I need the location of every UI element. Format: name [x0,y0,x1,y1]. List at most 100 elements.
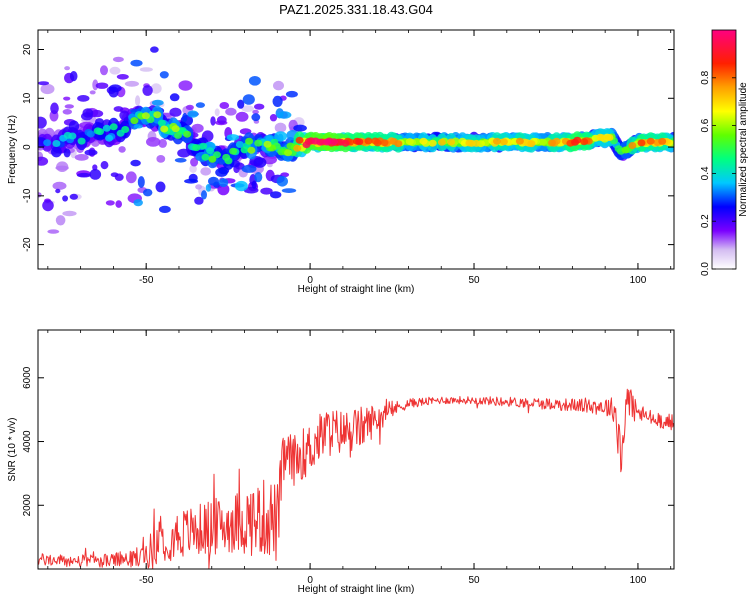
spectrogram-cell [100,161,109,170]
colorbar-tick-label: 0.6 [700,118,711,132]
spectrogram-cell [276,176,288,187]
colorbar-tick-label: 0.0 [700,262,711,276]
spectrogram-cell [95,82,109,89]
snr-x-axis-title: Height of straight line (km) [298,584,415,595]
colorbar-tick-label: 0.8 [700,70,711,84]
spectrogram-y-axis-title: Frequency (Hz) [7,115,18,184]
spectrogram-cell [272,95,283,107]
spectrogram-cell [185,104,194,111]
spectrogram-cell [113,106,124,112]
spectrogram-cell [201,153,210,161]
spectrogram-x-tick-label: 50 [468,275,480,286]
spectrogram-cell [235,111,249,122]
spectrogram-x-tick-label: -50 [139,275,154,286]
spectrogram-cell [210,116,216,126]
spectrogram-cell [598,134,607,142]
spectrogram-cell [302,141,311,149]
spectrogram-cell [124,80,139,87]
spectrogram-cell [184,178,199,184]
spectrogram-cell [208,155,217,163]
spectrogram-cell [270,191,282,199]
spectrogram-cell [38,116,47,129]
spectrogram-cell [274,131,287,142]
spectrogram-x-tick-label: 0 [307,275,313,286]
spectrogram-cell [208,176,219,186]
spectrogram-cell [139,67,153,72]
spectrogram-cell [116,74,129,80]
spectrogram-cell [580,138,589,146]
spectrogram-cell [254,103,265,110]
spectrogram-cell [240,146,249,154]
spectrogram-y-tick-label: 20 [22,44,33,56]
spectrogram-cell [189,164,197,173]
spectrogram-cell [105,134,114,142]
spectrogram-cell [573,136,582,144]
spectrogram-cell [419,137,428,145]
spectrogram-cell [284,149,293,157]
spectrogram-cell [195,102,205,108]
spectrogram-cell [141,112,150,120]
spectrogram-cell [159,205,171,213]
spectrogram-cell [465,139,474,147]
colorbar: 0.0 0.2 0.4 0.6 0.8 Normalized spectral ampl… [700,29,749,276]
snr-x-tick-label: 100 [630,575,647,586]
spectrogram-cell [213,151,221,159]
spectrogram-y-tick-label: -20 [22,237,33,252]
spectrogram-cell [248,76,261,86]
snr-y-tick-label: 4000 [22,430,33,453]
chart-title: PAZ1.2025.331.18.43.G04 [279,2,433,17]
spectrogram-cell [63,96,71,101]
colorbar-gradient [711,29,737,270]
spectrogram-cell [217,183,230,196]
spectrogram-cell [52,181,67,190]
spectrogram-heatmap [38,46,674,234]
spectrogram-cell [621,146,630,154]
spectrogram-cell [251,180,257,189]
spectrogram-cell [205,184,212,192]
spectrogram-cell [405,138,414,146]
spectrogram-cell [222,153,231,161]
spectrogram-cell [183,130,192,138]
spectrogram-cell [330,138,338,146]
spectrogram-cell [84,149,98,156]
spectrogram-cell [241,164,257,173]
spectrogram-cell [55,165,69,171]
spectrogram-cell [174,131,182,139]
spectrogram-cell [269,114,278,122]
snr-x-tick-label: 0 [307,575,313,586]
snr-x-tick-label: 50 [468,575,480,586]
spectrogram-cell [52,140,61,147]
spectrogram-cell [64,104,75,109]
spectrogram-cell [151,99,164,106]
spectrogram-cell [64,66,70,71]
spectrogram-cell [100,65,108,76]
spectrogram-cell [527,140,536,148]
spectrogram-cell [254,139,263,147]
spectrogram-cell [472,139,481,147]
spectrogram-cell [77,95,90,102]
spectrogram-cell [150,46,159,53]
spectrogram-cell [62,195,68,202]
spectrogram-cell [201,190,207,200]
spectrogram-cell [206,147,215,155]
spectrogram-cell [311,137,320,145]
spectrogram-cell [169,93,180,102]
spectrogram-cell [92,79,99,91]
spectrogram-cell [254,172,263,183]
spectrogram-cell [605,134,614,141]
spectrogram-cell [43,139,52,147]
spectrogram-cell [89,169,102,180]
spectrogram-panel: -50 0 50 100 -20 -10 0 10 20 Height of straight … [7,29,675,295]
spectrogram-cell [380,139,389,147]
spectrogram-cell [195,184,203,190]
spectrogram-cell [394,140,403,148]
spectrogram-cell [108,84,122,93]
spectrogram-cell [225,107,237,116]
snr-y-tick-label: 6000 [22,366,33,389]
spectrogram-cell [285,90,298,98]
spectrogram-cell [273,80,284,91]
spectrogram-cell [192,144,201,152]
spectrogram-cell [229,147,238,155]
snr-y-tick-label: 2000 [22,494,33,517]
